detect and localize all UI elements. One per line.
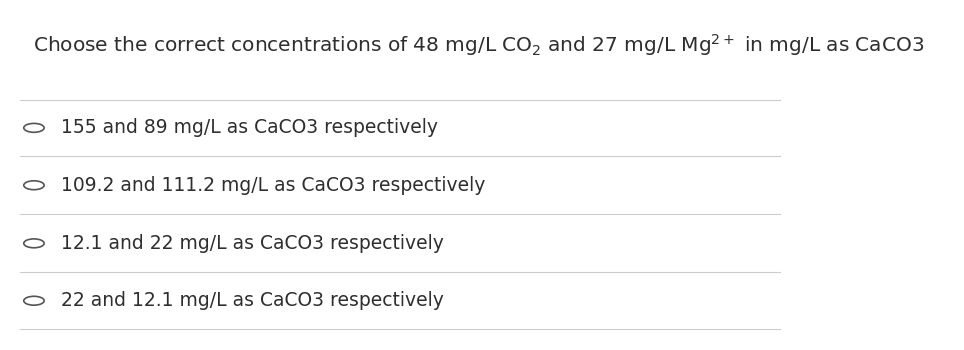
Text: Choose the correct concentrations of 48 mg/L CO$_2$ and 27 mg/L Mg$^{2+}$ in mg/: Choose the correct concentrations of 48 … [33,32,924,58]
Text: 12.1 and 22 mg/L as CaCO3 respectively: 12.1 and 22 mg/L as CaCO3 respectively [61,234,443,253]
Text: 155 and 89 mg/L as CaCO3 respectively: 155 and 89 mg/L as CaCO3 respectively [61,118,438,137]
Text: 109.2 and 111.2 mg/L as CaCO3 respectively: 109.2 and 111.2 mg/L as CaCO3 respective… [61,176,485,195]
Text: 22 and 12.1 mg/L as CaCO3 respectively: 22 and 12.1 mg/L as CaCO3 respectively [61,291,443,310]
